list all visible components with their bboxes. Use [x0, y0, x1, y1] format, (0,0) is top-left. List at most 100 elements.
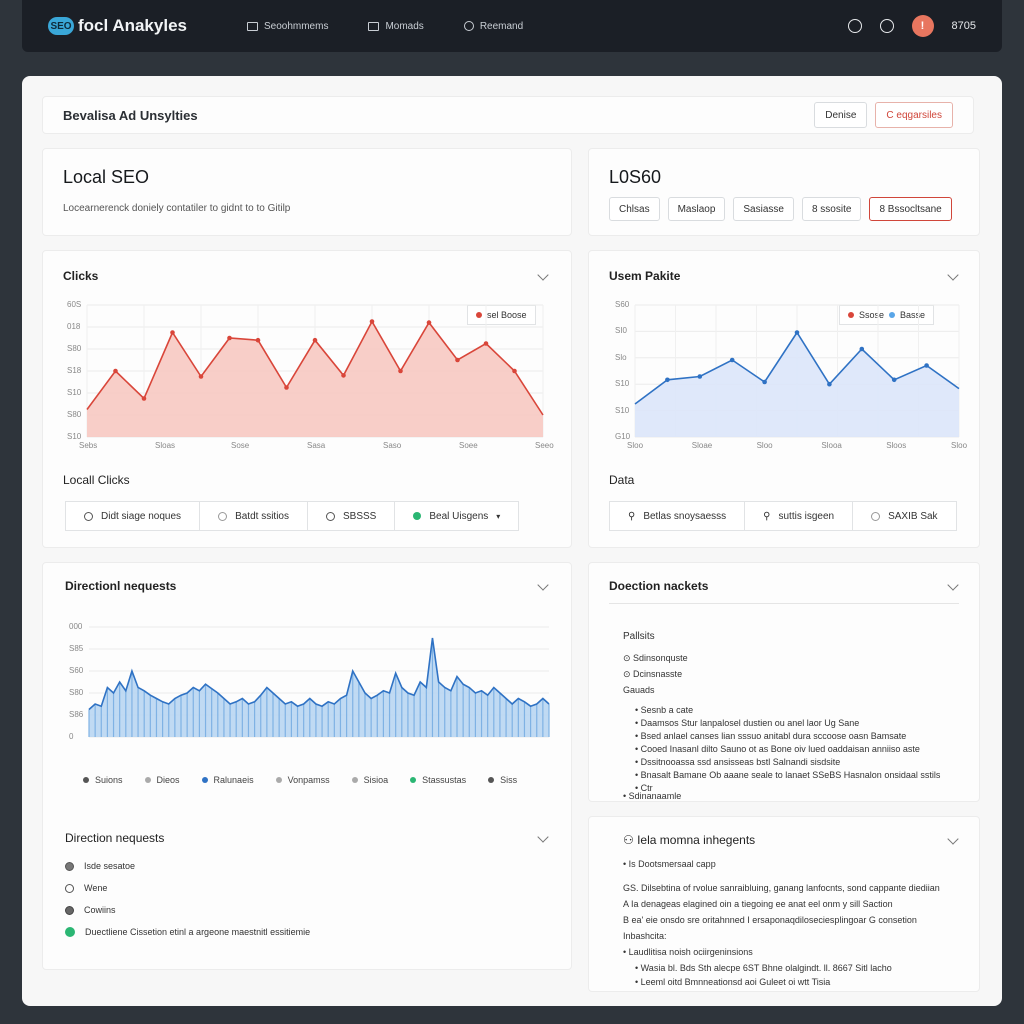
brand[interactable]: SEO focl Anakyles	[48, 16, 187, 36]
dense-button[interactable]: Denise	[814, 102, 868, 128]
data-point[interactable]	[113, 368, 118, 374]
losgo-button-4[interactable]: 8 Bssocltsane	[869, 197, 952, 221]
direction-legend: Suions Dieos Ralunaeis Vonpamss Sisioa Stassu…	[83, 775, 517, 785]
direction-nackets-item-1[interactable]: ⊙ Dcinsnasste	[623, 669, 683, 679]
nav-item-2[interactable]: Reemand	[463, 21, 523, 32]
local-seo-title: Local SEO	[63, 167, 150, 187]
legend-item[interactable]: Siss	[488, 775, 517, 785]
legend-label: Siss	[500, 775, 518, 785]
series-area	[87, 321, 543, 437]
data-segments: ⚲ Betlas snoysaesss ⚲ suttis isgeen SAXIB …	[609, 501, 957, 531]
y-tick-label: S86	[69, 710, 84, 719]
y-tick-label: S80	[69, 688, 84, 697]
legend-item[interactable]: Vonpamss	[275, 775, 330, 785]
data-item-0[interactable]: ⚲ Betlas snoysaesss	[610, 502, 746, 530]
legend-item[interactable]: Ralunaeis	[201, 775, 254, 785]
data-point[interactable]	[697, 374, 703, 379]
chevron-down-icon[interactable]	[537, 831, 549, 843]
nav-item-0[interactable]: Seoohmmems	[246, 21, 328, 32]
legend-label: Dieos	[156, 775, 180, 785]
data-point[interactable]	[369, 319, 375, 324]
direction-list-item-3[interactable]: Duectliene Cissetion etinl a argeone mae…	[65, 927, 310, 937]
data-point[interactable]	[141, 396, 147, 401]
data-point[interactable]	[729, 357, 735, 363]
avatar[interactable]: !	[911, 15, 934, 37]
clicks-legend-label: sel Boose	[487, 310, 527, 320]
data-item-1[interactable]: ⚲ suttis isgeen	[745, 502, 854, 530]
y-tick-label: S10	[67, 388, 82, 397]
legend-dot	[275, 777, 282, 783]
data-point[interactable]	[284, 385, 289, 390]
caret-down-icon: ▾	[496, 511, 501, 521]
data-point[interactable]	[665, 377, 670, 383]
data-point[interactable]	[827, 381, 832, 387]
data-point[interactable]	[512, 368, 517, 374]
export-button[interactable]: C eqgarsiles	[875, 102, 953, 128]
losgo-title: L0S60	[609, 167, 662, 187]
insights-title: ⚇ Iela momna inhegents	[623, 833, 756, 847]
data-point[interactable]	[455, 357, 460, 363]
local-clicks-label-1: Batdt ssitios	[235, 510, 289, 522]
local-clicks-item-3[interactable]: Beal Uisgens ▾	[395, 502, 518, 530]
x-tick-label: Sloo	[627, 441, 644, 450]
data-point[interactable]	[794, 330, 800, 335]
series-area	[635, 332, 959, 437]
direction-list-title: Direction nequests	[65, 831, 165, 845]
data-point[interactable]	[483, 341, 489, 346]
chevron-down-icon[interactable]	[947, 833, 959, 845]
chevron-down-icon[interactable]	[947, 579, 959, 591]
legend-dot	[351, 777, 358, 783]
direction-list-item-0[interactable]: Isde sesatoe	[65, 861, 135, 871]
direction-list-label-1: Wene	[84, 883, 108, 893]
data-point[interactable]	[312, 337, 318, 343]
data-point[interactable]	[762, 379, 767, 385]
losgo-button-3[interactable]: 8 ssosite	[801, 197, 862, 221]
data-point[interactable]	[891, 377, 897, 383]
chevron-down-icon[interactable]	[947, 269, 959, 281]
user-panel-card: Usem Pakite Ssose Basse S60 SI0 Slo S10 S10 G…	[588, 250, 980, 548]
legend-item[interactable]: Suions	[83, 775, 123, 785]
x-tick-label: Sloae	[691, 441, 713, 450]
legend-label: Sisioa	[363, 775, 389, 785]
insights-bullet: • Wasia bl. Bds Sth alecpe 6ST Bhne olal…	[635, 963, 892, 973]
chevron-down-icon[interactable]	[537, 269, 549, 281]
search-icon: ⚲	[628, 510, 636, 522]
chevron-down-icon[interactable]	[537, 579, 549, 591]
y-tick-label: Slo	[615, 352, 627, 362]
direction-nackets-group: Gauads	[623, 685, 655, 695]
data-point[interactable]	[227, 335, 232, 341]
direction-nackets-item-0[interactable]: ⊙ Sdinsonquste	[623, 653, 688, 663]
legend-item[interactable]: Stassustas	[410, 775, 466, 785]
data-point[interactable]	[398, 368, 403, 374]
data-point[interactable]	[426, 320, 432, 325]
data-point[interactable]	[924, 363, 929, 368]
search-icon[interactable]	[879, 19, 894, 33]
nav-item-1[interactable]: Momads	[368, 21, 424, 32]
data-point[interactable]	[859, 346, 865, 352]
losgo-card: L0S60 Chlsas Maslaop Sasiasse 8 ssosite …	[588, 148, 980, 236]
data-point[interactable]	[255, 337, 261, 343]
local-clicks-item-2[interactable]: SBSSS	[308, 502, 396, 530]
y-tick-label: S60	[69, 666, 84, 675]
insights-lead-text: Is Dootsmersaal capp	[628, 859, 716, 869]
x-tick-label: Sloos	[886, 441, 907, 450]
radio-icon	[218, 511, 228, 521]
direction-list-item-1[interactable]: Wene	[65, 883, 107, 893]
bullet-item: • Bsed anlael canses lian sssuo anitabl …	[635, 731, 907, 741]
losgo-button-2[interactable]: Sasiasse	[733, 197, 794, 221]
local-clicks-item-0[interactable]: Didt siage noques	[66, 502, 201, 530]
data-point[interactable]	[198, 374, 204, 379]
local-clicks-title: Locall Clicks	[63, 473, 130, 487]
y-tick-label: S80	[67, 410, 82, 419]
data-point[interactable]	[170, 330, 175, 335]
losgo-button-0[interactable]: Chlsas	[609, 197, 660, 221]
losgo-button-1[interactable]: Maslaop	[667, 197, 726, 221]
legend-item[interactable]: Sisioa	[351, 775, 389, 785]
direction-nackets-subtitle: Pallsits	[623, 631, 655, 642]
info-icon[interactable]	[847, 19, 862, 33]
data-point[interactable]	[341, 373, 346, 378]
direction-list-item-2[interactable]: Cowiins	[65, 905, 116, 915]
data-item-2[interactable]: SAXIB Sak	[853, 502, 955, 530]
legend-item[interactable]: Dieos	[144, 775, 180, 785]
local-clicks-item-1[interactable]: Batdt ssitios	[200, 502, 308, 530]
